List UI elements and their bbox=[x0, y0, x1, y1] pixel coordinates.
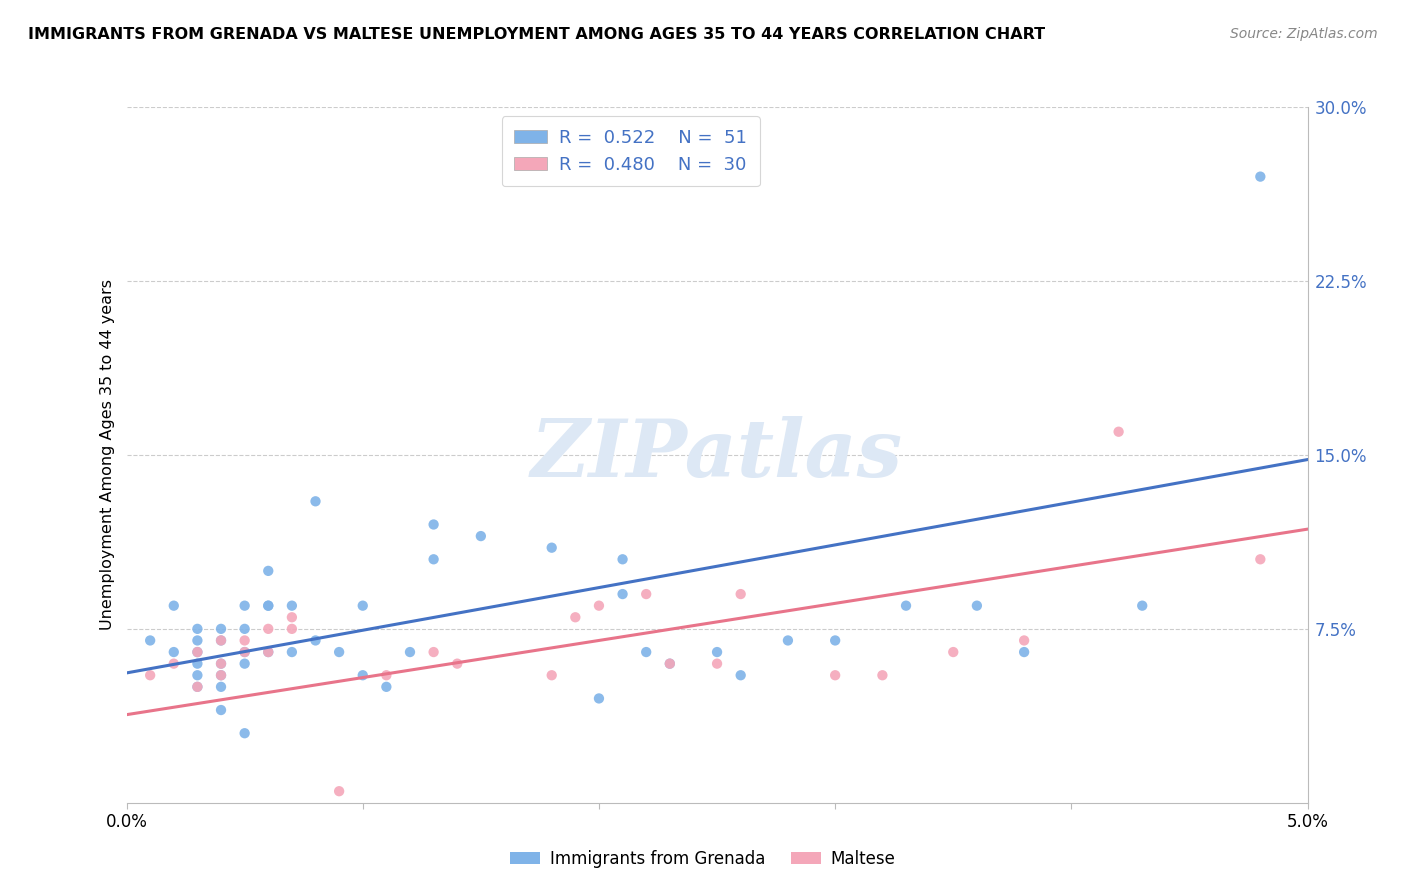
Point bbox=[824, 668, 846, 682]
Point bbox=[824, 633, 846, 648]
Point bbox=[209, 622, 232, 636]
Point bbox=[281, 622, 304, 636]
Point bbox=[139, 633, 162, 648]
Point bbox=[209, 633, 232, 648]
Point bbox=[706, 657, 728, 671]
Point bbox=[1249, 552, 1271, 566]
Point bbox=[942, 645, 965, 659]
Point bbox=[422, 645, 444, 659]
Point bbox=[233, 726, 256, 740]
Text: ZIPatlas: ZIPatlas bbox=[531, 417, 903, 493]
Point bbox=[209, 657, 232, 671]
Point bbox=[209, 703, 232, 717]
Point bbox=[209, 680, 232, 694]
Point bbox=[304, 633, 326, 648]
Point bbox=[1130, 599, 1153, 613]
Point bbox=[540, 668, 562, 682]
Point bbox=[186, 622, 208, 636]
Point bbox=[163, 645, 186, 659]
Point bbox=[636, 645, 658, 659]
Point bbox=[233, 645, 256, 659]
Point bbox=[209, 668, 232, 682]
Point bbox=[281, 599, 304, 613]
Point bbox=[658, 657, 681, 671]
Point bbox=[776, 633, 799, 648]
Point bbox=[233, 622, 256, 636]
Point bbox=[352, 668, 374, 682]
Legend: Immigrants from Grenada, Maltese: Immigrants from Grenada, Maltese bbox=[503, 844, 903, 875]
Point bbox=[422, 552, 444, 566]
Point bbox=[233, 599, 256, 613]
Point bbox=[446, 657, 468, 671]
Point bbox=[209, 657, 232, 671]
Point bbox=[328, 784, 350, 798]
Point bbox=[186, 668, 208, 682]
Point bbox=[209, 633, 232, 648]
Point bbox=[399, 645, 422, 659]
Point bbox=[233, 633, 256, 648]
Point bbox=[304, 494, 326, 508]
Point bbox=[186, 633, 208, 648]
Point bbox=[186, 645, 208, 659]
Point bbox=[872, 668, 894, 682]
Point bbox=[966, 599, 988, 613]
Point bbox=[186, 645, 208, 659]
Point bbox=[163, 657, 186, 671]
Point bbox=[1108, 425, 1130, 439]
Y-axis label: Unemployment Among Ages 35 to 44 years: Unemployment Among Ages 35 to 44 years bbox=[100, 279, 115, 631]
Legend: R =  0.522    N =  51, R =  0.480    N =  30: R = 0.522 N = 51, R = 0.480 N = 30 bbox=[502, 116, 761, 186]
Point bbox=[328, 645, 350, 659]
Point bbox=[564, 610, 586, 624]
Point bbox=[257, 599, 280, 613]
Point bbox=[281, 610, 304, 624]
Point bbox=[612, 587, 634, 601]
Point bbox=[163, 599, 186, 613]
Point bbox=[612, 552, 634, 566]
Point bbox=[209, 668, 232, 682]
Point bbox=[894, 599, 917, 613]
Text: IMMIGRANTS FROM GRENADA VS MALTESE UNEMPLOYMENT AMONG AGES 35 TO 44 YEARS CORREL: IMMIGRANTS FROM GRENADA VS MALTESE UNEMP… bbox=[28, 27, 1045, 42]
Point bbox=[540, 541, 562, 555]
Point bbox=[186, 680, 208, 694]
Point bbox=[186, 657, 208, 671]
Point bbox=[1012, 633, 1035, 648]
Point bbox=[636, 587, 658, 601]
Point bbox=[281, 645, 304, 659]
Point bbox=[186, 680, 208, 694]
Point bbox=[422, 517, 444, 532]
Point bbox=[257, 599, 280, 613]
Point bbox=[730, 587, 752, 601]
Point bbox=[233, 645, 256, 659]
Text: Source: ZipAtlas.com: Source: ZipAtlas.com bbox=[1230, 27, 1378, 41]
Point bbox=[375, 680, 398, 694]
Point bbox=[233, 657, 256, 671]
Point bbox=[658, 657, 681, 671]
Point bbox=[730, 668, 752, 682]
Point bbox=[139, 668, 162, 682]
Point bbox=[257, 645, 280, 659]
Point bbox=[706, 645, 728, 659]
Point bbox=[257, 622, 280, 636]
Point bbox=[588, 691, 610, 706]
Point bbox=[257, 645, 280, 659]
Point bbox=[257, 564, 280, 578]
Point bbox=[352, 599, 374, 613]
Point bbox=[375, 668, 398, 682]
Point bbox=[588, 599, 610, 613]
Point bbox=[1249, 169, 1271, 184]
Point bbox=[1012, 645, 1035, 659]
Point bbox=[470, 529, 492, 543]
